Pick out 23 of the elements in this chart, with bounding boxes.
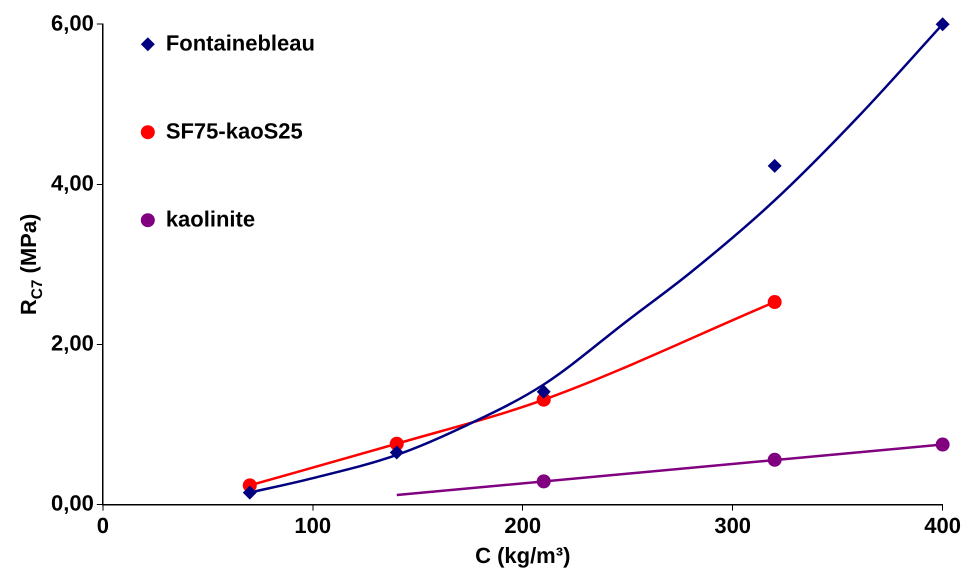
x-tick-label: 300 bbox=[714, 512, 752, 538]
x-tick-label: 400 bbox=[924, 512, 962, 538]
point bbox=[768, 452, 782, 467]
point bbox=[536, 474, 551, 488]
y-axis-title: RC7 (MPa) bbox=[16, 214, 46, 316]
point bbox=[768, 158, 782, 173]
point bbox=[768, 295, 782, 310]
point bbox=[936, 17, 950, 32]
x-tick-label: 0 bbox=[96, 512, 109, 538]
y-tick-label: 6,00 bbox=[50, 10, 94, 36]
legend-label: kaolinite bbox=[166, 206, 256, 232]
point bbox=[936, 438, 950, 452]
x-tick-label: 200 bbox=[504, 512, 542, 538]
y-tick-label: 0,00 bbox=[50, 490, 94, 516]
legend-label: Fontainebleau bbox=[166, 30, 315, 56]
point bbox=[390, 446, 404, 460]
point bbox=[242, 486, 257, 500]
point bbox=[536, 384, 551, 399]
x-tick-label: 100 bbox=[294, 512, 332, 538]
x-axis-title: C (kg/m³) bbox=[475, 543, 570, 568]
legend-label: SF75-kaoS25 bbox=[166, 118, 303, 144]
y-tick-label: 4,00 bbox=[50, 170, 94, 196]
y-tick-label: 2,00 bbox=[50, 330, 94, 356]
